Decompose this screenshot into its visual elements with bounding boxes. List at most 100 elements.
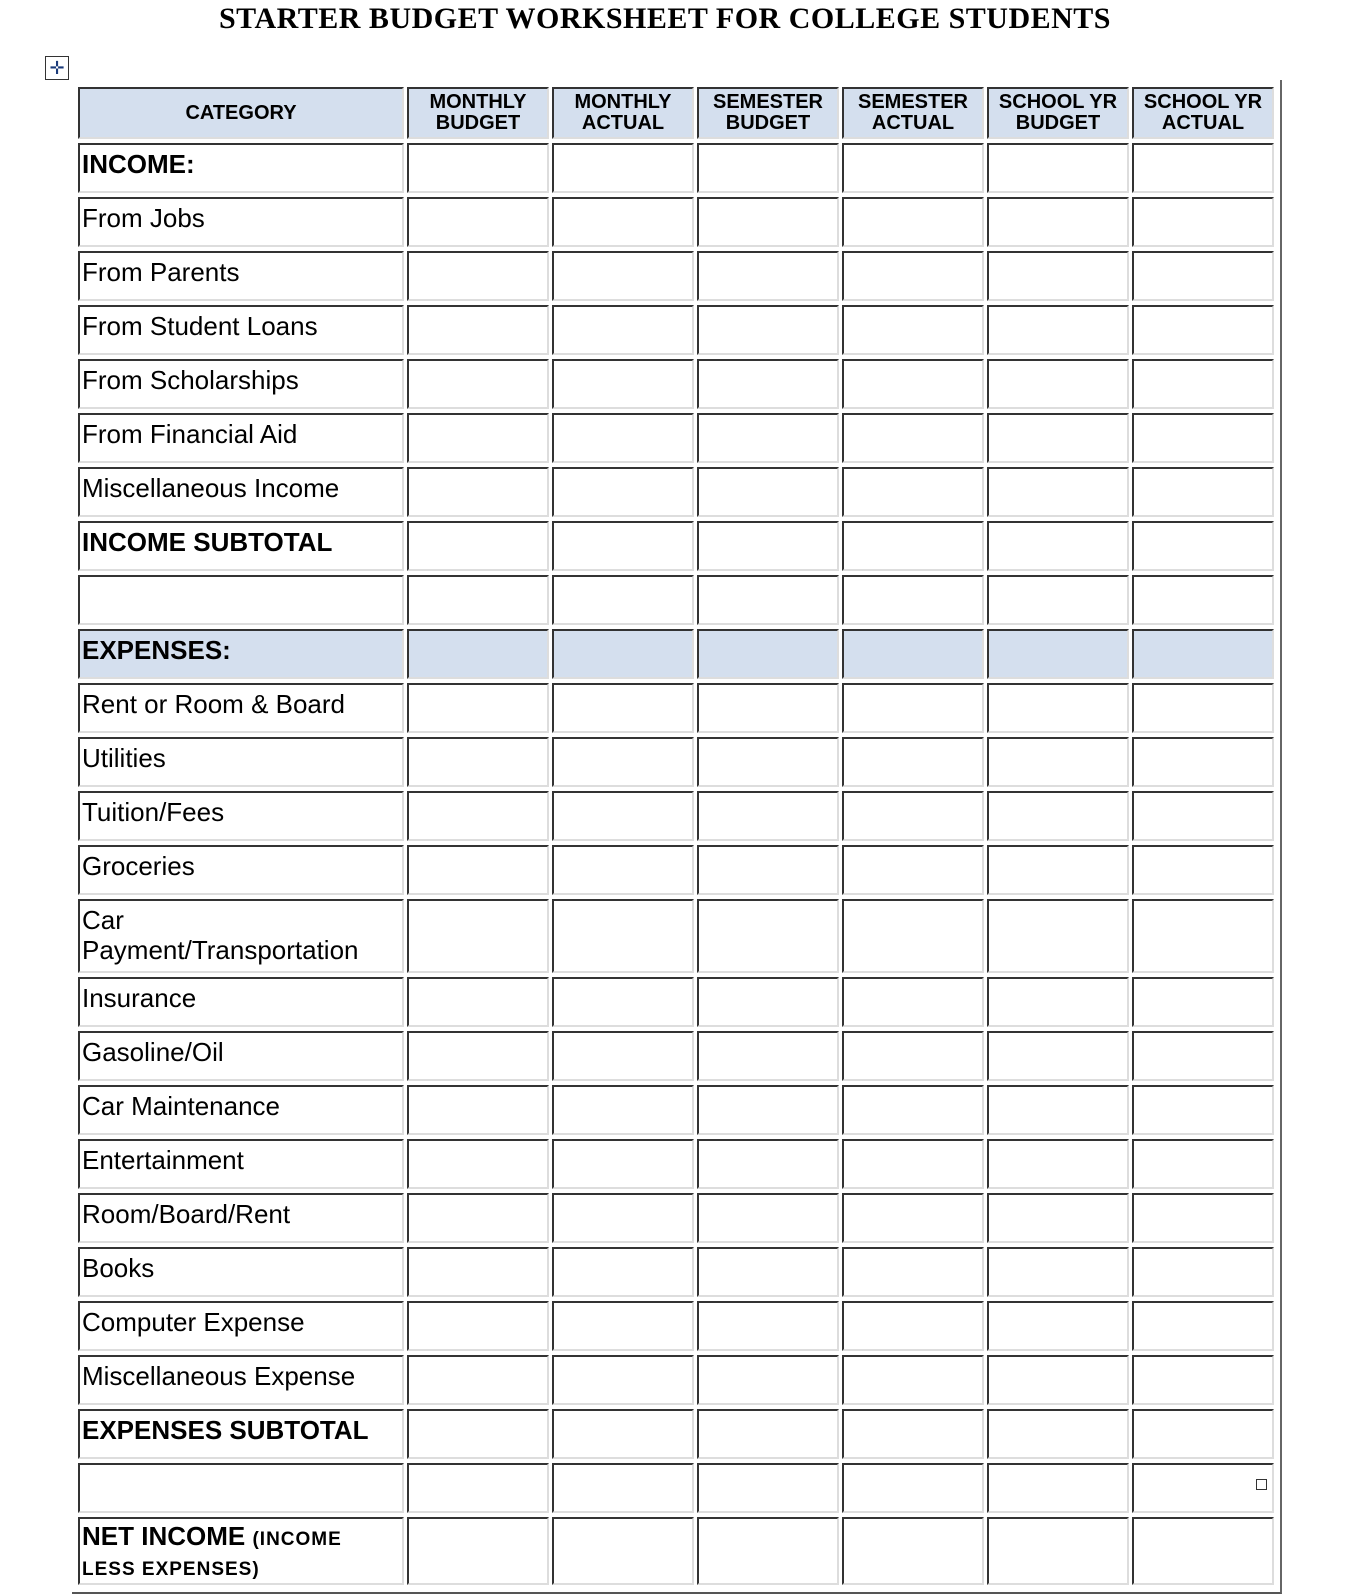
amount-cell[interactable]	[842, 1193, 984, 1243]
amount-cell[interactable]	[1132, 1517, 1274, 1585]
amount-cell[interactable]	[407, 1517, 549, 1585]
amount-cell[interactable]	[1132, 467, 1274, 517]
amount-cell[interactable]	[1132, 1031, 1274, 1081]
amount-cell[interactable]	[1132, 413, 1274, 463]
amount-cell[interactable]	[987, 251, 1129, 301]
amount-cell[interactable]	[697, 1517, 839, 1585]
amount-cell[interactable]	[697, 1031, 839, 1081]
amount-cell[interactable]	[842, 1517, 984, 1585]
amount-cell[interactable]	[407, 575, 549, 625]
amount-cell[interactable]	[407, 1247, 549, 1297]
amount-cell[interactable]	[552, 305, 694, 355]
amount-cell[interactable]	[552, 1301, 694, 1351]
amount-cell[interactable]	[987, 683, 1129, 733]
amount-cell[interactable]	[842, 1031, 984, 1081]
amount-cell[interactable]	[697, 1247, 839, 1297]
amount-cell[interactable]	[842, 977, 984, 1027]
amount-cell[interactable]	[407, 845, 549, 895]
amount-cell[interactable]	[697, 1463, 839, 1513]
amount-cell[interactable]	[842, 845, 984, 895]
amount-cell[interactable]	[407, 521, 549, 571]
amount-cell[interactable]	[987, 1409, 1129, 1459]
amount-cell[interactable]	[987, 197, 1129, 247]
amount-cell[interactable]	[552, 359, 694, 409]
amount-cell[interactable]	[987, 359, 1129, 409]
amount-cell[interactable]	[987, 575, 1129, 625]
amount-cell[interactable]	[407, 1085, 549, 1135]
amount-cell[interactable]	[842, 737, 984, 787]
amount-cell[interactable]	[987, 899, 1129, 973]
amount-cell[interactable]	[697, 359, 839, 409]
amount-cell[interactable]	[987, 1139, 1129, 1189]
amount-cell[interactable]	[1132, 845, 1274, 895]
amount-cell[interactable]	[842, 1355, 984, 1405]
amount-cell[interactable]	[407, 467, 549, 517]
amount-cell[interactable]	[697, 575, 839, 625]
amount-cell[interactable]	[552, 1193, 694, 1243]
amount-cell[interactable]	[842, 629, 984, 679]
amount-cell[interactable]	[407, 143, 549, 193]
amount-cell[interactable]	[842, 1463, 984, 1513]
amount-cell[interactable]	[697, 1085, 839, 1135]
amount-cell[interactable]	[1132, 521, 1274, 571]
amount-cell[interactable]	[1132, 1139, 1274, 1189]
amount-cell[interactable]	[987, 845, 1129, 895]
table-resize-handle[interactable]	[1256, 1479, 1267, 1490]
amount-cell[interactable]	[842, 467, 984, 517]
amount-cell[interactable]	[697, 1409, 839, 1459]
amount-cell[interactable]	[1132, 251, 1274, 301]
amount-cell[interactable]	[697, 197, 839, 247]
amount-cell[interactable]	[987, 521, 1129, 571]
amount-cell[interactable]	[842, 791, 984, 841]
amount-cell[interactable]	[842, 683, 984, 733]
amount-cell[interactable]	[987, 1301, 1129, 1351]
amount-cell[interactable]	[552, 251, 694, 301]
amount-cell[interactable]	[697, 845, 839, 895]
amount-cell[interactable]	[697, 143, 839, 193]
amount-cell[interactable]	[842, 1301, 984, 1351]
amount-cell[interactable]	[552, 1139, 694, 1189]
amount-cell[interactable]	[407, 1139, 549, 1189]
amount-cell[interactable]	[1132, 737, 1274, 787]
amount-cell[interactable]	[552, 197, 694, 247]
amount-cell[interactable]	[1132, 1193, 1274, 1243]
amount-cell[interactable]	[842, 575, 984, 625]
amount-cell[interactable]	[842, 197, 984, 247]
amount-cell[interactable]	[552, 683, 694, 733]
amount-cell[interactable]	[407, 737, 549, 787]
amount-cell[interactable]	[552, 1409, 694, 1459]
amount-cell[interactable]	[1132, 1409, 1274, 1459]
amount-cell[interactable]	[987, 1463, 1129, 1513]
amount-cell[interactable]	[842, 305, 984, 355]
amount-cell[interactable]	[987, 467, 1129, 517]
amount-cell[interactable]	[552, 1247, 694, 1297]
amount-cell[interactable]	[987, 1355, 1129, 1405]
amount-cell[interactable]	[697, 899, 839, 973]
amount-cell[interactable]	[552, 575, 694, 625]
amount-cell[interactable]	[407, 1301, 549, 1351]
amount-cell[interactable]	[987, 737, 1129, 787]
amount-cell[interactable]	[1132, 575, 1274, 625]
amount-cell[interactable]	[987, 1193, 1129, 1243]
amount-cell[interactable]	[407, 359, 549, 409]
amount-cell[interactable]	[552, 1355, 694, 1405]
amount-cell[interactable]	[987, 143, 1129, 193]
amount-cell[interactable]	[552, 1031, 694, 1081]
amount-cell[interactable]	[842, 143, 984, 193]
amount-cell[interactable]	[407, 899, 549, 973]
amount-cell[interactable]	[552, 977, 694, 1027]
amount-cell[interactable]	[987, 977, 1129, 1027]
amount-cell[interactable]	[987, 1031, 1129, 1081]
amount-cell[interactable]	[1132, 1247, 1274, 1297]
amount-cell[interactable]	[407, 1409, 549, 1459]
amount-cell[interactable]	[1132, 359, 1274, 409]
amount-cell[interactable]	[1132, 683, 1274, 733]
amount-cell[interactable]	[987, 305, 1129, 355]
amount-cell[interactable]	[552, 899, 694, 973]
amount-cell[interactable]	[552, 1463, 694, 1513]
amount-cell[interactable]	[987, 629, 1129, 679]
amount-cell[interactable]	[552, 1517, 694, 1585]
amount-cell[interactable]	[407, 683, 549, 733]
amount-cell[interactable]	[987, 791, 1129, 841]
amount-cell[interactable]	[697, 683, 839, 733]
